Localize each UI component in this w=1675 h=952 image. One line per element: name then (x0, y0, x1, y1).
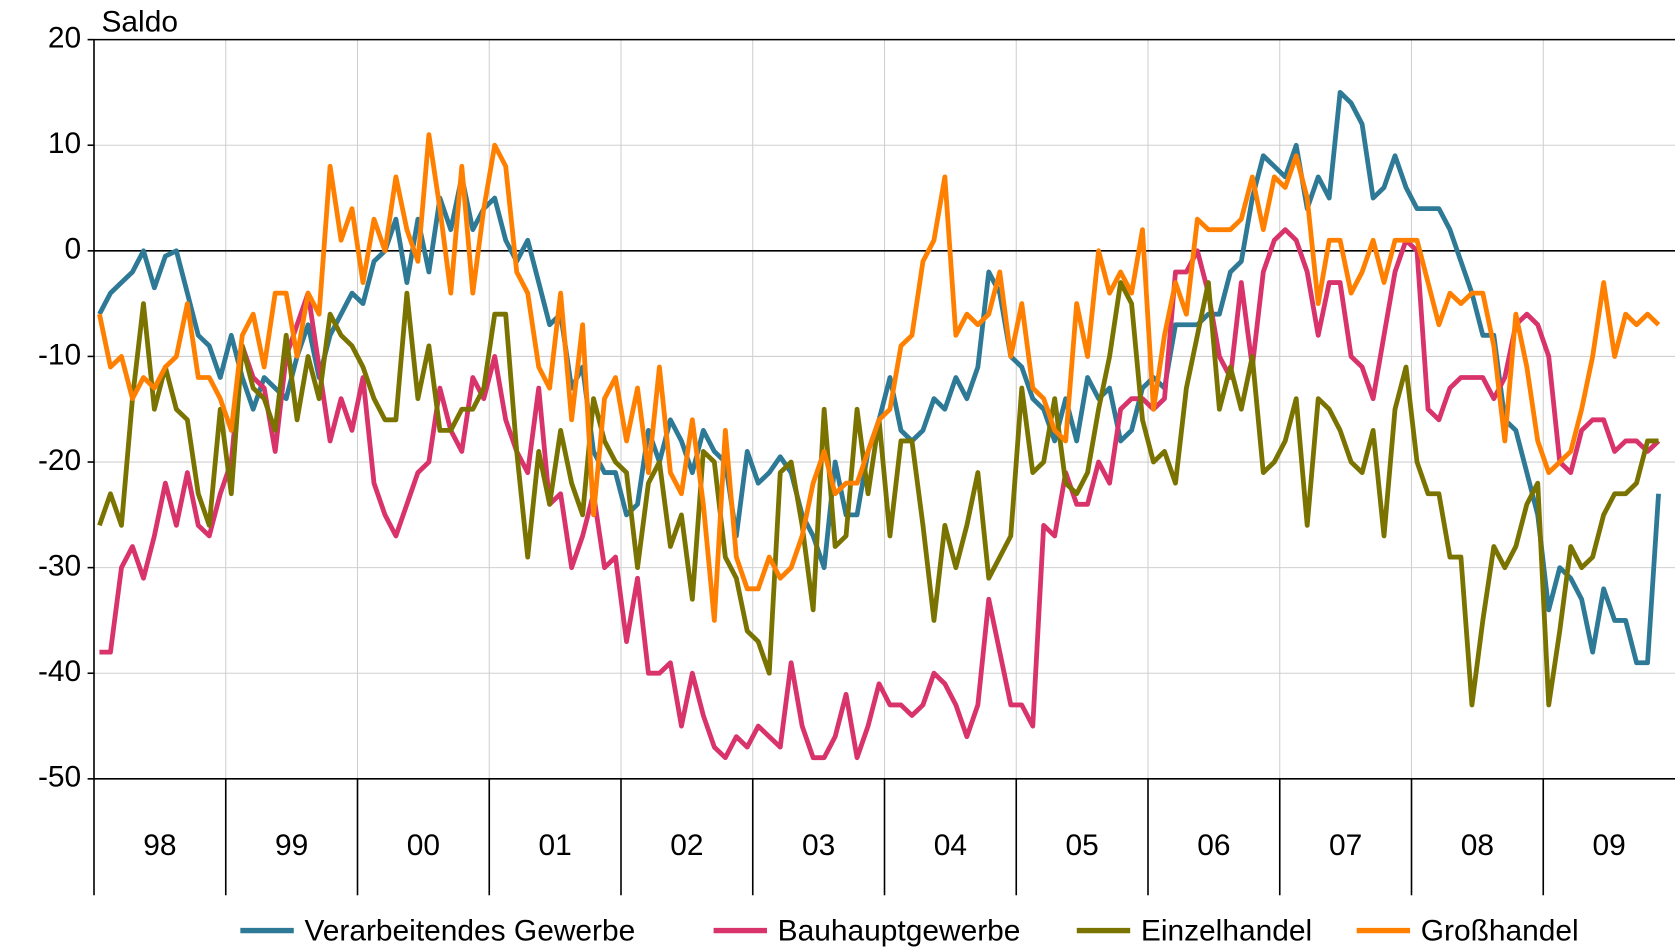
x-tick-label: 00 (407, 829, 440, 862)
x-tick-label: 06 (1197, 829, 1230, 862)
legend-label: Einzelhandel (1141, 915, 1312, 948)
legend-label: Großhandel (1421, 915, 1579, 948)
series-line (97, 132, 1661, 623)
series-line (99, 227, 1661, 761)
y-axis-label: Saldo (101, 6, 177, 39)
x-tick-label: 98 (143, 829, 176, 862)
legend-label: Bauhauptgewerbe (778, 915, 1021, 948)
x-tick-label: 08 (1461, 829, 1494, 862)
x-tick-label: 07 (1329, 829, 1362, 862)
x-tick-label: 05 (1065, 829, 1098, 862)
x-tick-label: 04 (934, 829, 967, 862)
x-tick-label: 02 (670, 829, 703, 862)
y-tick-label: -30 (38, 550, 81, 583)
y-tick-label: 20 (48, 22, 81, 55)
y-tick-label: 0 (65, 233, 82, 266)
x-tick-label: 01 (538, 829, 571, 862)
y-tick-label: -10 (38, 338, 81, 371)
legend-label: Verarbeitendes Gewerbe (304, 915, 635, 948)
y-tick-label: -50 (38, 761, 81, 794)
y-tick-label: -40 (38, 655, 81, 688)
y-tick-label: 10 (48, 127, 81, 160)
x-tick-label: 99 (275, 829, 308, 862)
y-tick-label: -20 (38, 444, 81, 477)
x-tick-label: 03 (802, 829, 835, 862)
x-tick-label: 09 (1592, 829, 1625, 862)
